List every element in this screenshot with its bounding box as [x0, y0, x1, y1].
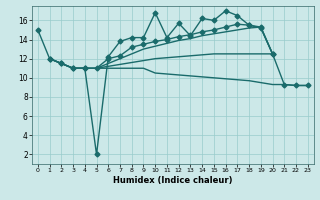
X-axis label: Humidex (Indice chaleur): Humidex (Indice chaleur) — [113, 176, 233, 185]
